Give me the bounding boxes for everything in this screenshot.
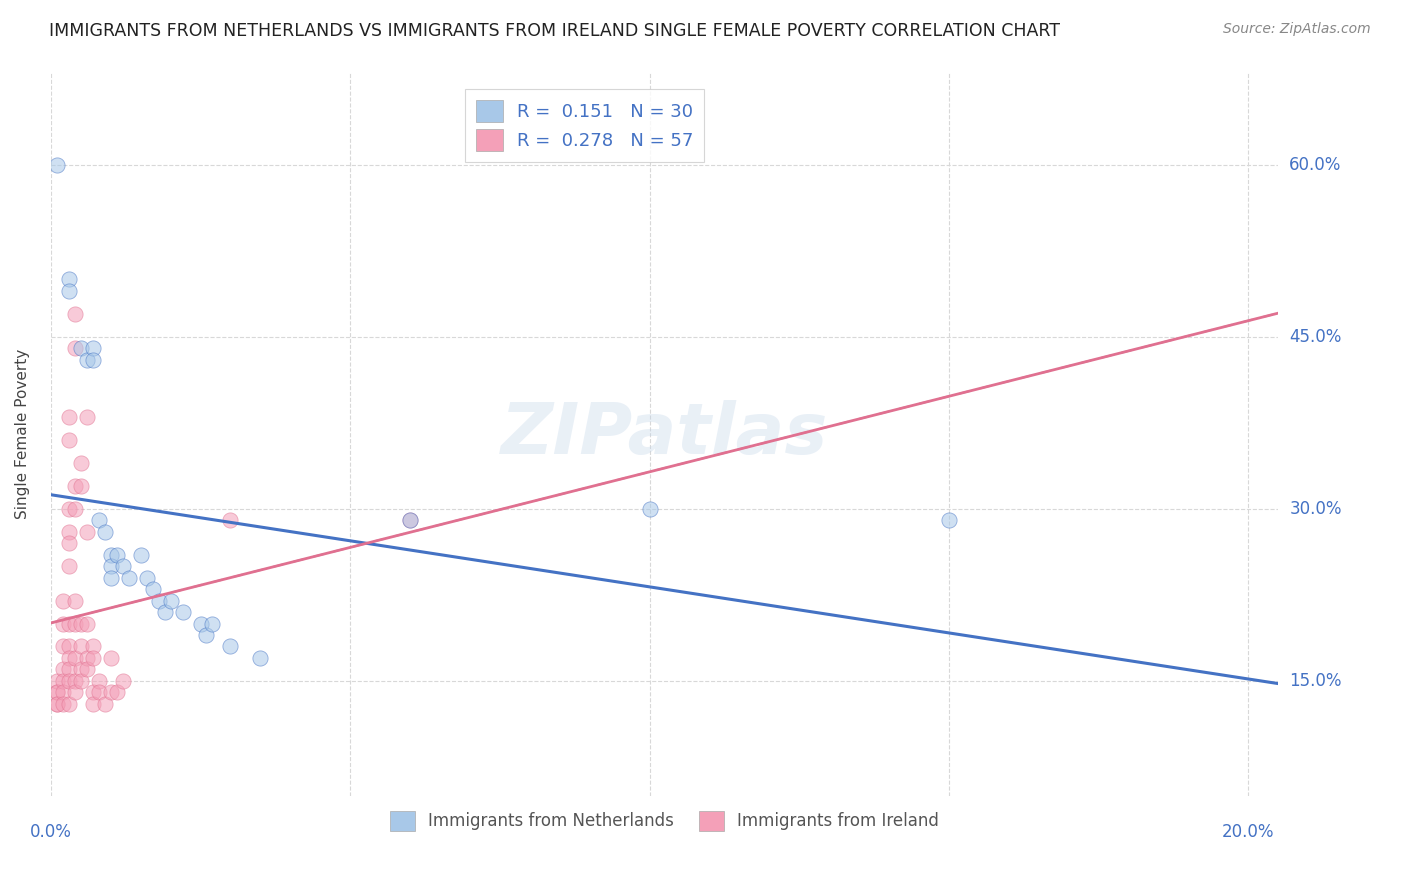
Point [142,582,165,596]
Point [58,284,80,298]
Point [76,651,98,665]
Point [100,651,122,665]
Point [87,673,110,688]
Point [399,513,422,527]
Point [58,559,80,574]
Point [249,651,271,665]
Text: ZIPatlas: ZIPatlas [501,400,828,469]
Point [69,456,91,470]
Point [45,685,67,699]
Point [63,341,86,355]
Point [52,662,75,676]
Point [118,571,141,585]
Point [219,640,242,654]
Point [69,640,91,654]
Point [93,524,115,539]
Point [45,673,67,688]
Point [58,433,80,447]
Point [100,548,122,562]
Point [58,524,80,539]
Point [58,662,80,676]
Point [52,616,75,631]
Text: 30.0%: 30.0% [1289,500,1341,518]
Point [201,616,224,631]
Text: IMMIGRANTS FROM NETHERLANDS VS IMMIGRANTS FROM IRELAND SINGLE FEMALE POVERTY COR: IMMIGRANTS FROM NETHERLANDS VS IMMIGRANT… [49,22,1060,40]
Point [100,559,122,574]
Point [63,479,86,493]
Point [45,158,67,172]
Point [82,341,104,355]
Point [195,628,218,642]
Point [63,593,86,607]
Point [58,673,80,688]
Point [63,616,86,631]
Point [219,513,242,527]
Point [45,685,67,699]
Point [69,341,91,355]
Point [159,593,181,607]
Point [69,673,91,688]
Point [63,651,86,665]
Point [638,501,661,516]
Point [129,548,152,562]
Point [45,697,67,711]
Point [58,651,80,665]
Point [63,501,86,516]
Point [172,605,194,619]
Point [52,593,75,607]
Point [58,501,80,516]
Point [938,513,960,527]
Point [100,571,122,585]
Point [69,616,91,631]
Point [87,513,110,527]
Point [58,272,80,286]
Point [58,410,80,425]
Point [76,352,98,367]
Point [58,616,80,631]
Point [105,548,128,562]
Point [52,697,75,711]
Point [76,662,98,676]
Text: Source: ZipAtlas.com: Source: ZipAtlas.com [1223,22,1371,37]
Point [52,640,75,654]
Text: 45.0%: 45.0% [1289,327,1341,346]
Point [52,673,75,688]
Point [87,685,110,699]
Point [399,513,422,527]
Point [69,479,91,493]
Point [69,662,91,676]
Point [100,685,122,699]
Point [111,673,134,688]
Legend: Immigrants from Netherlands, Immigrants from Ireland: Immigrants from Netherlands, Immigrants … [382,804,946,838]
Text: 0.0%: 0.0% [30,823,72,841]
Point [148,593,170,607]
Point [82,352,104,367]
Point [111,559,134,574]
Point [82,651,104,665]
Point [58,697,80,711]
Point [63,307,86,321]
Text: 60.0%: 60.0% [1289,156,1341,174]
Point [153,605,176,619]
Point [58,536,80,550]
Point [45,697,67,711]
Point [82,697,104,711]
Y-axis label: Single Female Poverty: Single Female Poverty [15,349,30,519]
Point [82,640,104,654]
Point [105,685,128,699]
Point [76,616,98,631]
Text: 20.0%: 20.0% [1222,823,1274,841]
Point [63,685,86,699]
Point [52,685,75,699]
Point [76,524,98,539]
Point [58,640,80,654]
Point [63,673,86,688]
Point [93,697,115,711]
Point [82,685,104,699]
Point [135,571,157,585]
Text: 15.0%: 15.0% [1289,672,1341,690]
Point [76,410,98,425]
Point [190,616,212,631]
